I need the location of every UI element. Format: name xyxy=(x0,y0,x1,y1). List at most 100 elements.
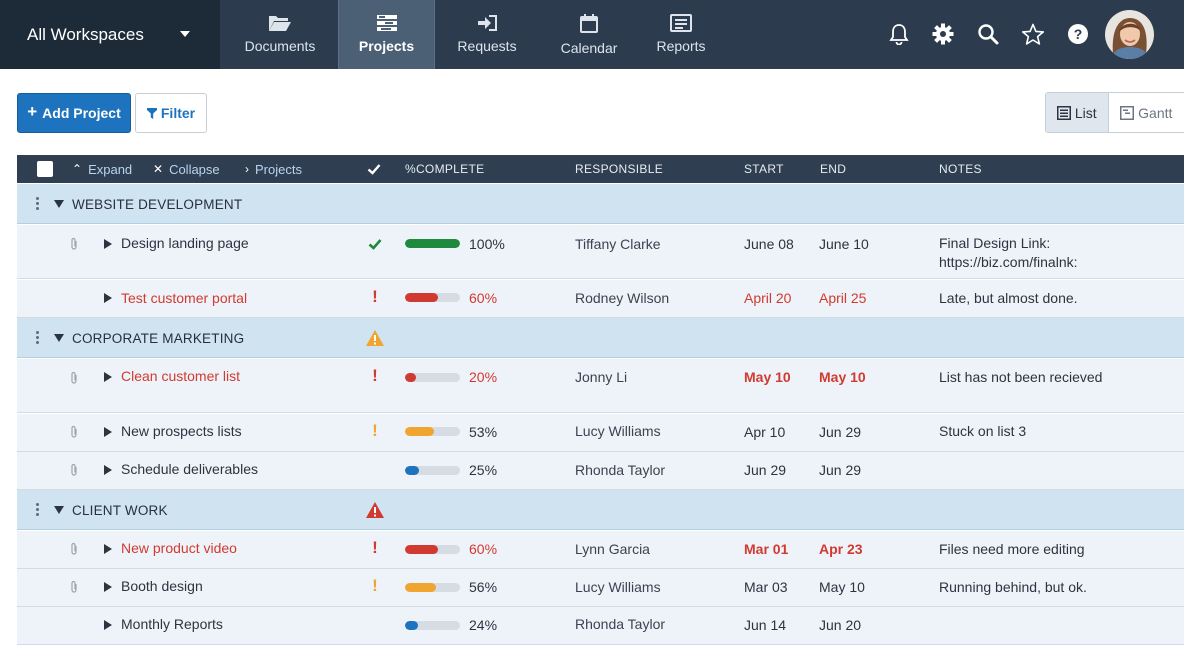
progress-fill xyxy=(405,373,416,382)
notes: List has not been recieved xyxy=(939,369,1103,385)
chevron-right-icon: › xyxy=(245,162,249,176)
paperclip-icon[interactable] xyxy=(70,542,78,556)
group-corporate-marketing[interactable]: CORPORATE MARKETING xyxy=(17,318,1184,358)
table-row[interactable]: Booth design ! 56% Lucy Williams Mar 03 … xyxy=(17,569,1184,607)
group-name: CLIENT WORK xyxy=(72,502,168,518)
drag-handle-icon[interactable] xyxy=(33,330,41,346)
end-column-header[interactable]: END xyxy=(820,162,847,176)
progress-fill xyxy=(405,293,438,302)
table-row[interactable]: New prospects lists ! 53% Lucy Williams … xyxy=(17,414,1184,452)
avatar[interactable] xyxy=(1105,10,1154,59)
responsible: Lynn Garcia xyxy=(575,541,650,557)
group-name: WEBSITE DEVELOPMENT xyxy=(72,196,243,212)
table-row[interactable]: New product video ! 60% Lynn Garcia Mar … xyxy=(17,531,1184,569)
collapse-label: Collapse xyxy=(169,161,220,177)
project-name[interactable]: New prospects lists xyxy=(121,423,242,439)
drag-handle-icon[interactable] xyxy=(33,502,41,518)
project-name[interactable]: Clean customer list xyxy=(121,368,241,384)
notes-column-header[interactable]: NOTES xyxy=(939,162,982,176)
status-column-header[interactable] xyxy=(367,155,381,183)
caret-right-icon[interactable] xyxy=(104,544,112,554)
plus-icon: + xyxy=(27,102,38,121)
project-name[interactable]: Monthly Reports xyxy=(121,616,223,632)
paperclip-icon[interactable] xyxy=(70,425,78,439)
project-name[interactable]: Design landing page xyxy=(121,235,249,251)
select-all-checkbox[interactable] xyxy=(37,161,53,177)
tab-requests[interactable]: Requests xyxy=(440,0,534,69)
start-date: Mar 03 xyxy=(744,579,788,595)
tab-projects[interactable]: Projects xyxy=(338,0,435,69)
table-row[interactable]: Test customer portal ! 60% Rodney Wilson… xyxy=(17,280,1184,318)
table-row[interactable]: Design landing page 100% Tiffany Clarke … xyxy=(17,225,1184,279)
project-name[interactable]: Booth design xyxy=(121,578,203,594)
gantt-view-button[interactable]: Gantt xyxy=(1109,93,1184,132)
list-icon xyxy=(1056,105,1071,120)
tab-requests-label: Requests xyxy=(457,38,517,54)
projects-breadcrumb-link[interactable]: › Projects xyxy=(245,155,302,183)
percent-complete: 24% xyxy=(469,617,498,633)
caret-down-icon[interactable] xyxy=(54,334,64,342)
gear-icon[interactable] xyxy=(931,22,955,46)
caret-down-icon[interactable] xyxy=(54,506,64,514)
progress-fill xyxy=(405,239,460,248)
start-column-header[interactable]: START xyxy=(744,162,784,176)
caret-right-icon[interactable] xyxy=(104,582,112,592)
critical-warning-icon xyxy=(366,502,384,518)
table-row[interactable]: Clean customer list ! 20% Jonny Li May 1… xyxy=(17,359,1184,413)
progress-fill xyxy=(405,621,419,630)
search-icon[interactable] xyxy=(976,22,1000,46)
sign-in-icon xyxy=(478,15,497,31)
paperclip-icon[interactable] xyxy=(70,580,78,594)
workspace-selector[interactable]: All Workspaces xyxy=(0,0,220,69)
paperclip-icon[interactable] xyxy=(70,237,78,251)
caret-right-icon[interactable] xyxy=(104,293,112,303)
tab-reports[interactable]: Reports xyxy=(640,0,722,69)
group-website-development[interactable]: WEBSITE DEVELOPMENT xyxy=(17,184,1184,224)
filter-button[interactable]: Filter xyxy=(135,93,207,133)
progress-bar xyxy=(405,373,460,382)
tab-documents-label: Documents xyxy=(244,38,316,54)
paperclip-icon[interactable] xyxy=(70,371,78,385)
percent-complete: 56% xyxy=(469,579,498,595)
responsible: Rodney Wilson xyxy=(575,290,670,306)
notes: Stuck on list 3 xyxy=(939,423,1027,439)
projects-icon xyxy=(376,15,397,31)
late-alert-icon: ! xyxy=(372,366,378,385)
progress-fill xyxy=(405,427,435,436)
responsible: Lucy Williams xyxy=(575,423,661,439)
drag-handle-icon[interactable] xyxy=(33,196,41,212)
caret-right-icon[interactable] xyxy=(104,239,112,249)
group-client-work[interactable]: CLIENT WORK xyxy=(17,490,1184,530)
bell-icon[interactable] xyxy=(887,22,911,46)
notes: Running behind, but ok. xyxy=(939,579,1087,595)
tab-calendar[interactable]: Calendar xyxy=(543,0,635,69)
collapse-all-button[interactable]: ✕ Collapse xyxy=(153,155,220,183)
responsible: Rhonda Taylor xyxy=(575,616,666,632)
project-name[interactable]: New product video xyxy=(121,540,237,556)
collapse-icon: ✕ xyxy=(153,162,164,176)
add-project-button[interactable]: + Add Project xyxy=(17,93,131,133)
table-row[interactable]: Schedule deliverables 25% Rhonda Taylor … xyxy=(17,452,1184,490)
caret-right-icon[interactable] xyxy=(104,427,112,437)
responsible-column-header[interactable]: RESPONSIBLE xyxy=(575,162,663,176)
caret-down-icon[interactable] xyxy=(54,200,64,208)
caret-right-icon[interactable] xyxy=(104,465,112,475)
table-row[interactable]: Monthly Reports 24% Rhonda Taylor Jun 14… xyxy=(17,607,1184,645)
caret-right-icon[interactable] xyxy=(104,372,112,382)
help-icon[interactable]: ? xyxy=(1066,22,1090,46)
paperclip-icon[interactable] xyxy=(70,463,78,477)
check-status-icon xyxy=(368,239,382,250)
project-name[interactable]: Schedule deliverables xyxy=(121,461,258,477)
project-name[interactable]: Test customer portal xyxy=(121,290,248,306)
start-date: Apr 10 xyxy=(744,424,786,440)
responsible: Rhonda Taylor xyxy=(575,462,666,478)
caret-right-icon[interactable] xyxy=(104,620,112,630)
reports-icon xyxy=(670,14,692,32)
complete-column-header[interactable]: %COMPLETE xyxy=(405,162,485,176)
calendar-icon xyxy=(580,14,598,33)
end-date: Jun 20 xyxy=(819,617,862,633)
list-view-button[interactable]: List xyxy=(1046,93,1109,132)
tab-documents[interactable]: Documents xyxy=(222,0,338,69)
star-icon[interactable] xyxy=(1021,22,1045,46)
expand-all-button[interactable]: ⌃ Expand xyxy=(72,155,132,183)
